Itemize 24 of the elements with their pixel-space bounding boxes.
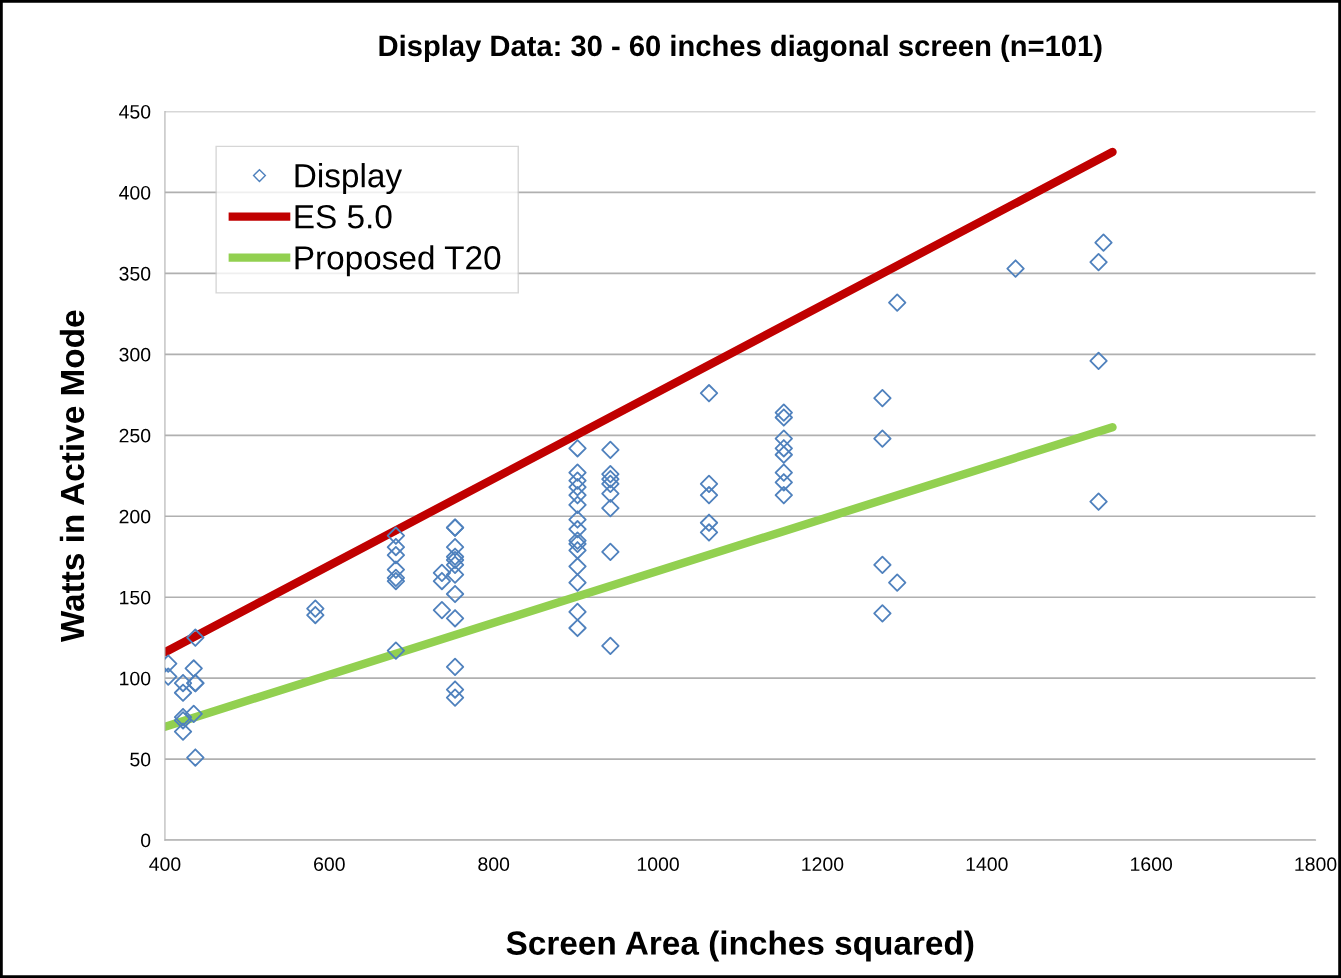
x-tick-label: 1600 [1131, 857, 1173, 872]
y-tick-label: 300 [119, 347, 151, 362]
legend-label: Display [295, 163, 403, 195]
x-tick-label: 400 [149, 857, 181, 872]
y-tick-label: 150 [120, 590, 151, 605]
y-tick-label: 200 [119, 509, 151, 524]
y-tick-label: 100 [120, 671, 151, 686]
y-tick-label: 0 [141, 833, 151, 848]
legend-label: ES 5.0 [295, 204, 392, 229]
x-tick-label: 600 [314, 857, 345, 872]
y-axis-title: Watts in Active Mode [59, 310, 85, 643]
y-tick-label: 250 [119, 428, 151, 443]
y-tick-label: 450 [119, 104, 151, 119]
legend-label: Proposed T20 [295, 245, 501, 277]
x-tick-label: 1800 [1295, 857, 1337, 872]
chart-title: Display Data: 30 - 60 inches diagonal screen (n=101) [379, 34, 1102, 63]
x-tick-label: 1400 [966, 857, 1008, 872]
x-tick-label: 1000 [637, 857, 679, 872]
y-tick-label: 400 [119, 185, 151, 200]
y-tick-label: 50 [130, 752, 151, 767]
x-axis-title: Screen Area (inches squared) [506, 930, 974, 962]
x-tick-label: 800 [478, 857, 510, 872]
x-tick-label: 1200 [802, 857, 844, 872]
y-tick-label: 350 [119, 266, 151, 281]
